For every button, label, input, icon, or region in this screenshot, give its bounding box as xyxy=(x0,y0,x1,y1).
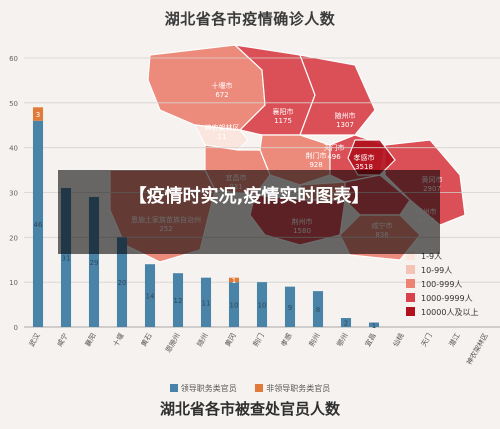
map-region-value: 1307 xyxy=(336,121,354,129)
map-region-value: 1175 xyxy=(274,117,292,125)
legend-swatch xyxy=(406,251,415,260)
x-tick-label: 天门 xyxy=(419,332,434,349)
x-tick-label: 黄冈 xyxy=(223,332,238,349)
bar-value-label: 20 xyxy=(118,279,127,287)
bar-value-label: 29 xyxy=(90,259,99,267)
bar-leader xyxy=(228,282,240,327)
legend-item-non-leader: 非领导职务类官员 xyxy=(255,383,330,394)
x-tick-label: 十堰 xyxy=(111,332,126,349)
map-title: 湖北省各市疫情确诊人数 xyxy=(164,10,336,28)
bar-value-label-non-leader: 3 xyxy=(36,111,40,119)
map-region-value: 496 xyxy=(327,153,341,161)
bar-value-label: 31 xyxy=(62,255,71,263)
legend-label: 100-999人 xyxy=(421,280,463,289)
map-legend-row: 1-9人 xyxy=(406,250,478,264)
bar-value-label: 9 xyxy=(288,304,292,312)
y-tick-label: 0 xyxy=(14,324,18,332)
legend-item-leader: 领导职务类官员 xyxy=(169,383,237,394)
bar-value-label: 14 xyxy=(146,293,155,301)
legend-label: 1000-9999人 xyxy=(421,294,473,303)
x-tick-label: 黄石 xyxy=(139,332,154,349)
legend-swatch xyxy=(255,384,264,392)
legend-swatch xyxy=(406,307,415,316)
x-tick-label: 仙桃 xyxy=(391,332,406,349)
bar-non-leader xyxy=(32,107,44,121)
legend-swatch xyxy=(406,293,415,302)
map-legend-row: 10-99人 xyxy=(406,264,478,278)
bar-leader xyxy=(340,318,352,327)
legend-label: 领导职务类官员 xyxy=(180,384,237,393)
bar-value-label: 1 xyxy=(372,322,376,330)
chart-legend: 领导职务类官员 非领导职务类官员 xyxy=(0,383,500,394)
x-tick-label: 随州 xyxy=(195,332,210,349)
map-region-name: 十堰市 xyxy=(212,81,233,90)
map-region-name: 荆门市 xyxy=(306,151,327,160)
bar-leader xyxy=(312,291,324,327)
legend-swatch xyxy=(406,265,415,274)
y-tick-label: 20 xyxy=(9,234,18,242)
y-tick-label: 10 xyxy=(9,279,18,287)
x-tick-label: 潜江 xyxy=(447,332,462,349)
legend-label: 非领导职务类官员 xyxy=(266,384,331,393)
bar-leader xyxy=(368,322,380,327)
chart-title: 湖北省各市被查处官员人数 xyxy=(159,400,340,418)
bar-value-label-non-leader: 1 xyxy=(232,277,236,285)
x-tick-label: 宜昌 xyxy=(363,332,378,349)
map-region-value: 672 xyxy=(215,91,228,99)
map-legend: 1-9人 10-99人 100-999人 1000-9999人 10000人及以… xyxy=(406,250,478,320)
map-region-name: 襄阳市 xyxy=(273,107,294,116)
map-region-value: 928 xyxy=(309,161,322,169)
legend-label: 1-9人 xyxy=(421,252,443,261)
bar-value-label: 12 xyxy=(174,297,183,305)
bar-leader xyxy=(60,188,72,327)
map-region-value: 11 xyxy=(218,133,227,141)
x-tick-label: 荆门 xyxy=(251,332,266,349)
x-tick-label: 武汉 xyxy=(27,332,42,349)
bar-leader xyxy=(116,237,128,327)
x-tick-label: 咸宁 xyxy=(55,332,70,349)
x-tick-label: 恩施州 xyxy=(163,332,181,355)
bar-leader xyxy=(172,273,184,327)
bar-value-label: 10 xyxy=(230,302,239,310)
headline-overlay: 【疫情时实况,疫情实时图表】 xyxy=(58,170,440,254)
bar-leader xyxy=(32,120,44,328)
y-tick-label: 40 xyxy=(9,145,18,153)
x-tick-label: 襄阳 xyxy=(83,332,98,349)
map-region-name: 神农架林区 xyxy=(205,123,240,132)
x-tick-label: 孝感 xyxy=(279,332,294,349)
bar-value-label: 8 xyxy=(316,306,320,314)
bar-leader xyxy=(200,277,212,327)
x-tick-label: 鄂州 xyxy=(335,332,350,349)
map-legend-row: 1000-9999人 xyxy=(406,292,478,306)
bar-value-label: 46 xyxy=(34,221,43,229)
map-region xyxy=(299,54,376,136)
legend-swatch xyxy=(169,384,178,392)
y-tick-label: 30 xyxy=(9,190,18,198)
bar-value-label: 2 xyxy=(344,320,348,328)
map-region xyxy=(193,124,249,151)
legend-label: 10-99人 xyxy=(421,266,453,275)
map-legend-row: 10000人及以上 xyxy=(406,306,478,320)
legend-swatch xyxy=(406,279,415,288)
bar-value-label: 10 xyxy=(258,302,267,310)
bar-leader xyxy=(284,286,296,327)
x-tick-label: 神农架林区 xyxy=(464,332,489,367)
bar-leader xyxy=(88,196,100,327)
bar-non-leader xyxy=(228,277,240,283)
map-region-name: 随州市 xyxy=(335,111,356,120)
bar-leader xyxy=(256,282,268,327)
bar-leader xyxy=(144,264,156,327)
map-region-value: 3518 xyxy=(355,163,373,171)
x-tick-label: 荆州 xyxy=(307,332,322,349)
map-region-name: 孝感市 xyxy=(354,153,375,162)
y-tick-label: 50 xyxy=(9,100,18,108)
map-legend-row: 100-999人 xyxy=(406,278,478,292)
bar-value-label: 11 xyxy=(202,299,211,307)
y-tick-label: 60 xyxy=(9,55,18,63)
legend-label: 10000人及以上 xyxy=(421,308,479,317)
headline-text: 【疫情时实况,疫情实时图表】 xyxy=(128,186,370,207)
